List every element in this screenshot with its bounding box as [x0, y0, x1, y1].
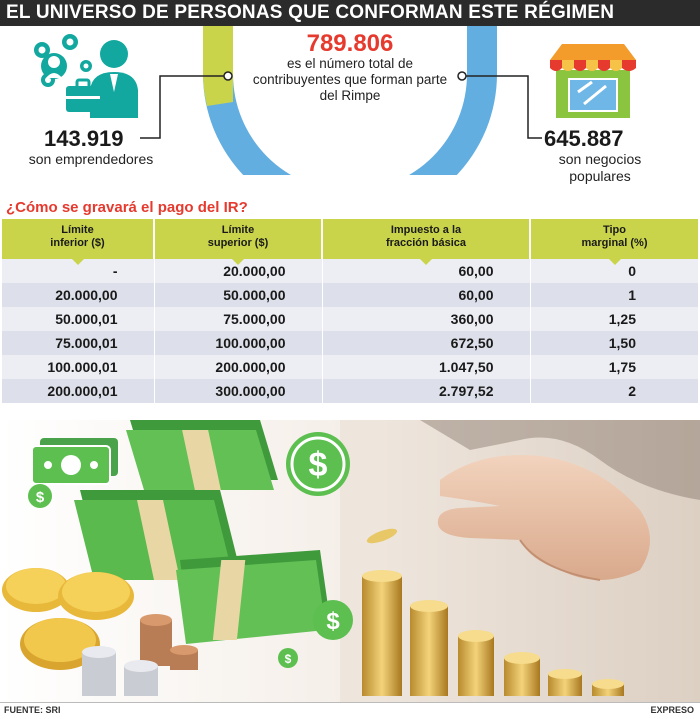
- donut-chart: [203, 26, 497, 175]
- publisher-credit: EXPRESO: [650, 705, 694, 715]
- popular-businesses-label: son negocios populares: [530, 151, 670, 185]
- tax-question: ¿Cómo se gravará el pago del IR?: [6, 199, 248, 216]
- svg-text:$: $: [326, 608, 340, 635]
- dollar-coin-icon-small: $: [28, 484, 52, 508]
- header-bar: EL UNIVERSO DE PERSONAS QUE CONFORMAN ES…: [0, 0, 700, 26]
- table-cell: 1: [529, 283, 698, 307]
- table-row: 50.000,01 75.000,00 360,00 1,25: [2, 307, 698, 331]
- table-cell: 50.000,00: [153, 283, 322, 307]
- cash-stack-top: [126, 420, 278, 490]
- cash-stack-right: [176, 550, 330, 644]
- column-header-line2: fracción básica: [385, 237, 467, 249]
- table-cell: 672,50: [321, 331, 530, 355]
- money-and-coins-icon: $ $ $ $: [0, 420, 700, 702]
- tax-table: Límite inferior ($) Límite superior ($) Im…: [2, 219, 698, 403]
- popular-businesses-label-line2: populares: [569, 168, 631, 184]
- table-row: 100.000,01 200.000,00 1.047,50 1,75: [2, 355, 698, 379]
- total-contributors-number: 789.806: [306, 30, 394, 57]
- money-illustration: $ $ $ $: [0, 420, 700, 702]
- table-cell: 200.000,01: [2, 379, 154, 403]
- column-header-line2: inferior ($): [50, 237, 105, 249]
- svg-text:$: $: [285, 652, 292, 666]
- total-contributors-description: es el número total de contribuyentes que…: [252, 56, 448, 103]
- column-header-line1: Impuesto a la: [390, 224, 462, 236]
- column-header-line1: Límite: [221, 224, 255, 236]
- dollar-coin-icon-mid: $: [313, 600, 353, 640]
- column-header-line2: superior ($): [207, 237, 269, 249]
- table-row: - 20.000,00 60,00 0: [2, 259, 698, 283]
- coins-pile: [2, 568, 198, 696]
- svg-text:$: $: [309, 446, 328, 484]
- popular-businesses-label-line1: son negocios: [558, 151, 642, 167]
- footer-divider: [0, 702, 700, 703]
- coin-stack-5: [548, 669, 582, 696]
- table-cell: 300.000,00: [153, 379, 322, 403]
- column-header: Tipo marginal (%): [529, 219, 698, 265]
- table-row: 200.000,01 300.000,00 2.797,52 2: [2, 379, 698, 403]
- store-icon: [550, 44, 636, 118]
- dollar-bill-icon: [31, 438, 118, 485]
- table-row: 20.000,00 50.000,00 60,00 1: [2, 283, 698, 307]
- entrepreneurs-icon: [34, 34, 138, 118]
- table-cell: 0: [529, 259, 698, 283]
- table-cell: 1,50: [529, 331, 698, 355]
- coin-stack-2: [410, 600, 448, 696]
- page-title: EL UNIVERSO DE PERSONAS QUE CONFORMAN ES…: [6, 2, 615, 23]
- table-cell: 75.000,01: [2, 331, 154, 355]
- popular-businesses-number: 645.887: [544, 126, 624, 151]
- table-cell: 100.000,01: [2, 355, 154, 379]
- table-cell: 360,00: [321, 307, 530, 331]
- column-header: Límite superior ($): [153, 219, 322, 265]
- connector-lines: [140, 71, 542, 139]
- column-header: Impuesto a la fracción básica: [321, 219, 530, 265]
- column-header: Límite inferior ($): [2, 219, 154, 265]
- column-header-line1: Límite: [61, 224, 94, 236]
- coin-stack-6: [592, 679, 624, 696]
- coin-stack-3: [458, 630, 494, 696]
- dollar-coin-icon-tiny: $: [278, 648, 298, 668]
- table-cell: 100.000,00: [153, 331, 322, 355]
- table-cell: 2: [529, 379, 698, 403]
- coin-stack-1: [362, 570, 402, 696]
- coin-stack-4: [504, 652, 540, 696]
- table-cell: 75.000,00: [153, 307, 322, 331]
- table-cell: 1.047,50: [321, 355, 530, 379]
- entrepreneurs-number: 143.919: [44, 126, 124, 151]
- popular-arc: [203, 26, 497, 175]
- dollar-coin-icon-large: $: [286, 432, 350, 496]
- source-credit: FUENTE: SRI: [4, 705, 61, 715]
- table-row: 75.000,01 100.000,00 672,50 1,50: [2, 331, 698, 355]
- table-cell: 1,75: [529, 355, 698, 379]
- table-cell: 20.000,00: [153, 259, 322, 283]
- svg-text:$: $: [36, 489, 45, 506]
- table-cell: 20.000,00: [2, 283, 154, 307]
- column-header-line2: marginal (%): [581, 237, 648, 249]
- table-cell: 60,00: [321, 283, 530, 307]
- table-cell: 1,25: [529, 307, 698, 331]
- table-cell: 2.797,52: [321, 379, 530, 403]
- table-cell: 200.000,00: [153, 355, 322, 379]
- table-cell: 50.000,01: [2, 307, 154, 331]
- column-header-line1: Tipo: [602, 224, 626, 236]
- table-header-row: Límite inferior ($) Límite superior ($) Im…: [2, 219, 698, 265]
- entrepreneurs-label: son emprendedores: [28, 151, 154, 167]
